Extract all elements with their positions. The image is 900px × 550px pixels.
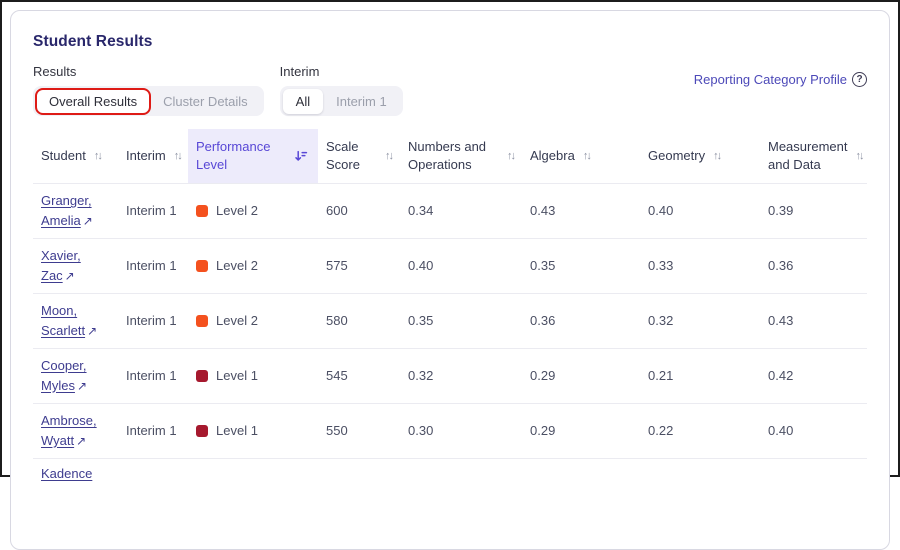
geometry-cell: 0.33 [640, 238, 760, 294]
column-header-performance-level[interactable]: Performance Level [188, 129, 318, 184]
column-header-numbers-and-operations[interactable]: Numbers and Operations ↑↓ [400, 129, 522, 184]
interim-toggle-group: All Interim 1 [279, 86, 403, 116]
measurement-and-data-cell: 0.42 [760, 348, 867, 404]
external-link-icon: ↗ [82, 213, 93, 228]
performance-level-label: Level 1 [216, 422, 258, 438]
algebra-cell: 0.29 [522, 403, 640, 459]
numbers-and-operations-cell: 0.32 [400, 348, 522, 404]
performance-level-swatch [196, 424, 208, 437]
table-row: Cooper, Myles ↗ Interim 1 Level 1 545 0.3… [33, 348, 867, 404]
interim-cell: Interim 1 [118, 183, 188, 239]
interim-all-button[interactable]: All [282, 88, 324, 114]
sort-descending-icon[interactable] [294, 149, 308, 163]
performance-level-label: Level 1 [216, 367, 258, 383]
sort-icon[interactable]: ↑↓ [385, 149, 394, 162]
table-row: Ambrose, Wyatt ↗ Interim 1 Level 1 550 0.… [33, 403, 867, 459]
column-header-algebra[interactable]: Algebra ↑↓ [522, 129, 640, 184]
geometry-cell: 0.40 [640, 183, 760, 239]
scale-score-cell: 575 [318, 238, 400, 294]
column-header-interim[interactable]: Interim ↑↓ [118, 129, 188, 184]
student-link[interactable]: Cooper, Myles ↗ [41, 358, 88, 393]
numbers-and-operations-cell: 0.40 [400, 238, 522, 294]
reporting-category-profile-link[interactable]: Reporting Category Profile ? [694, 72, 867, 87]
sort-icon[interactable]: ↑↓ [507, 149, 516, 162]
scale-score-cell [318, 458, 400, 513]
performance-level-label: Level 2 [216, 257, 258, 273]
column-header-scale-score[interactable]: Scale Score ↑↓ [318, 129, 400, 184]
interim-filter-label: Interim [279, 64, 320, 79]
scale-score-cell: 580 [318, 293, 400, 349]
results-filter-group: Results Overall Results Cluster Details [33, 64, 264, 116]
measurement-and-data-cell: 0.36 [760, 238, 867, 294]
column-header-student[interactable]: Student ↑↓ [33, 129, 118, 184]
table-row: Moon, Scarlett ↗ Interim 1 Level 2 580 0.… [33, 293, 867, 349]
numbers-and-operations-cell: 0.34 [400, 183, 522, 239]
geometry-cell: 0.32 [640, 293, 760, 349]
scale-score-cell: 600 [318, 183, 400, 239]
reporting-category-profile-label: Reporting Category Profile [693, 72, 847, 87]
student-link[interactable]: Xavier, Zac ↗ [41, 248, 81, 283]
interim-cell: Interim 1 [118, 348, 188, 404]
scale-score-cell: 545 [318, 348, 400, 404]
measurement-and-data-cell: 0.39 [760, 183, 867, 239]
student-link[interactable]: Moon, Scarlett ↗ [41, 303, 98, 338]
measurement-and-data-cell [760, 458, 867, 513]
help-icon[interactable]: ? [852, 72, 867, 87]
measurement-and-data-cell: 0.43 [760, 293, 867, 349]
algebra-cell: 0.35 [522, 238, 640, 294]
numbers-and-operations-cell: 0.30 [400, 403, 522, 459]
geometry-cell: 0.22 [640, 403, 760, 459]
sort-icon[interactable]: ↑↓ [582, 149, 592, 162]
external-link-icon: ↗ [87, 323, 98, 338]
performance-level-swatch [196, 259, 208, 272]
filters-bar: Results Overall Results Cluster Details … [33, 64, 867, 116]
external-link-icon: ↗ [64, 268, 75, 283]
algebra-cell: 0.36 [522, 293, 640, 349]
geometry-cell [640, 458, 760, 513]
interim-1-button[interactable]: Interim 1 [323, 89, 400, 114]
sort-icon[interactable]: ↑↓ [713, 149, 722, 162]
performance-level-label: Level 2 [216, 312, 258, 328]
results-filter-label: Results [33, 64, 77, 79]
interim-filter-group: Interim All Interim 1 [279, 64, 403, 116]
student-link[interactable]: Ambrose, Wyatt ↗ [41, 413, 97, 448]
page-title: Student Results [33, 33, 153, 50]
sort-icon[interactable]: ↑↓ [173, 149, 183, 162]
external-link-icon: ↗ [76, 433, 87, 448]
interim-cell: Interim 1 [118, 403, 188, 459]
external-link-icon: ↗ [76, 378, 88, 393]
overall-results-button[interactable]: Overall Results [35, 87, 152, 115]
scale-score-cell: 550 [318, 403, 400, 459]
performance-level-label: Level 2 [216, 202, 258, 218]
geometry-cell: 0.21 [640, 348, 760, 404]
performance-level-swatch [196, 314, 208, 327]
interim-cell: Interim 1 [118, 293, 188, 349]
student-link[interactable]: Granger, Amelia ↗ [41, 193, 93, 228]
algebra-cell: 0.29 [522, 348, 640, 404]
numbers-and-operations-cell: 0.35 [400, 293, 522, 349]
student-link[interactable]: Kadence↗ [41, 465, 93, 481]
performance-level-swatch [196, 369, 208, 382]
column-header-measurement-and-data[interactable]: Measurement and Data ↑↓ [760, 129, 867, 184]
cluster-details-button[interactable]: Cluster Details [150, 89, 261, 114]
interim-cell: Interim 1 [118, 238, 188, 294]
table-row: Xavier, Zac ↗ Interim 1 Level 2 575 0.40 … [33, 238, 867, 294]
table-header-row: Student ↑↓ Interim ↑↓ Performance Level [33, 129, 867, 184]
sort-icon[interactable]: ↑↓ [93, 149, 103, 162]
sort-icon[interactable]: ↑↓ [855, 149, 864, 162]
column-header-geometry[interactable]: Geometry ↑↓ [640, 129, 760, 184]
interim-cell [118, 458, 188, 513]
algebra-cell [522, 458, 640, 513]
table-row: Kadence↗ [33, 458, 867, 513]
measurement-and-data-cell: 0.40 [760, 403, 867, 459]
numbers-and-operations-cell [400, 458, 522, 513]
student-results-card: Student Results Results Overall Results … [10, 10, 890, 550]
algebra-cell: 0.43 [522, 183, 640, 239]
results-toggle-group: Overall Results Cluster Details [33, 86, 264, 116]
student-results-table: Student ↑↓ Interim ↑↓ Performance Level [33, 129, 867, 513]
performance-level-swatch [196, 204, 208, 217]
table-row: Granger, Amelia ↗ Interim 1 Level 2 600 0… [33, 183, 867, 239]
